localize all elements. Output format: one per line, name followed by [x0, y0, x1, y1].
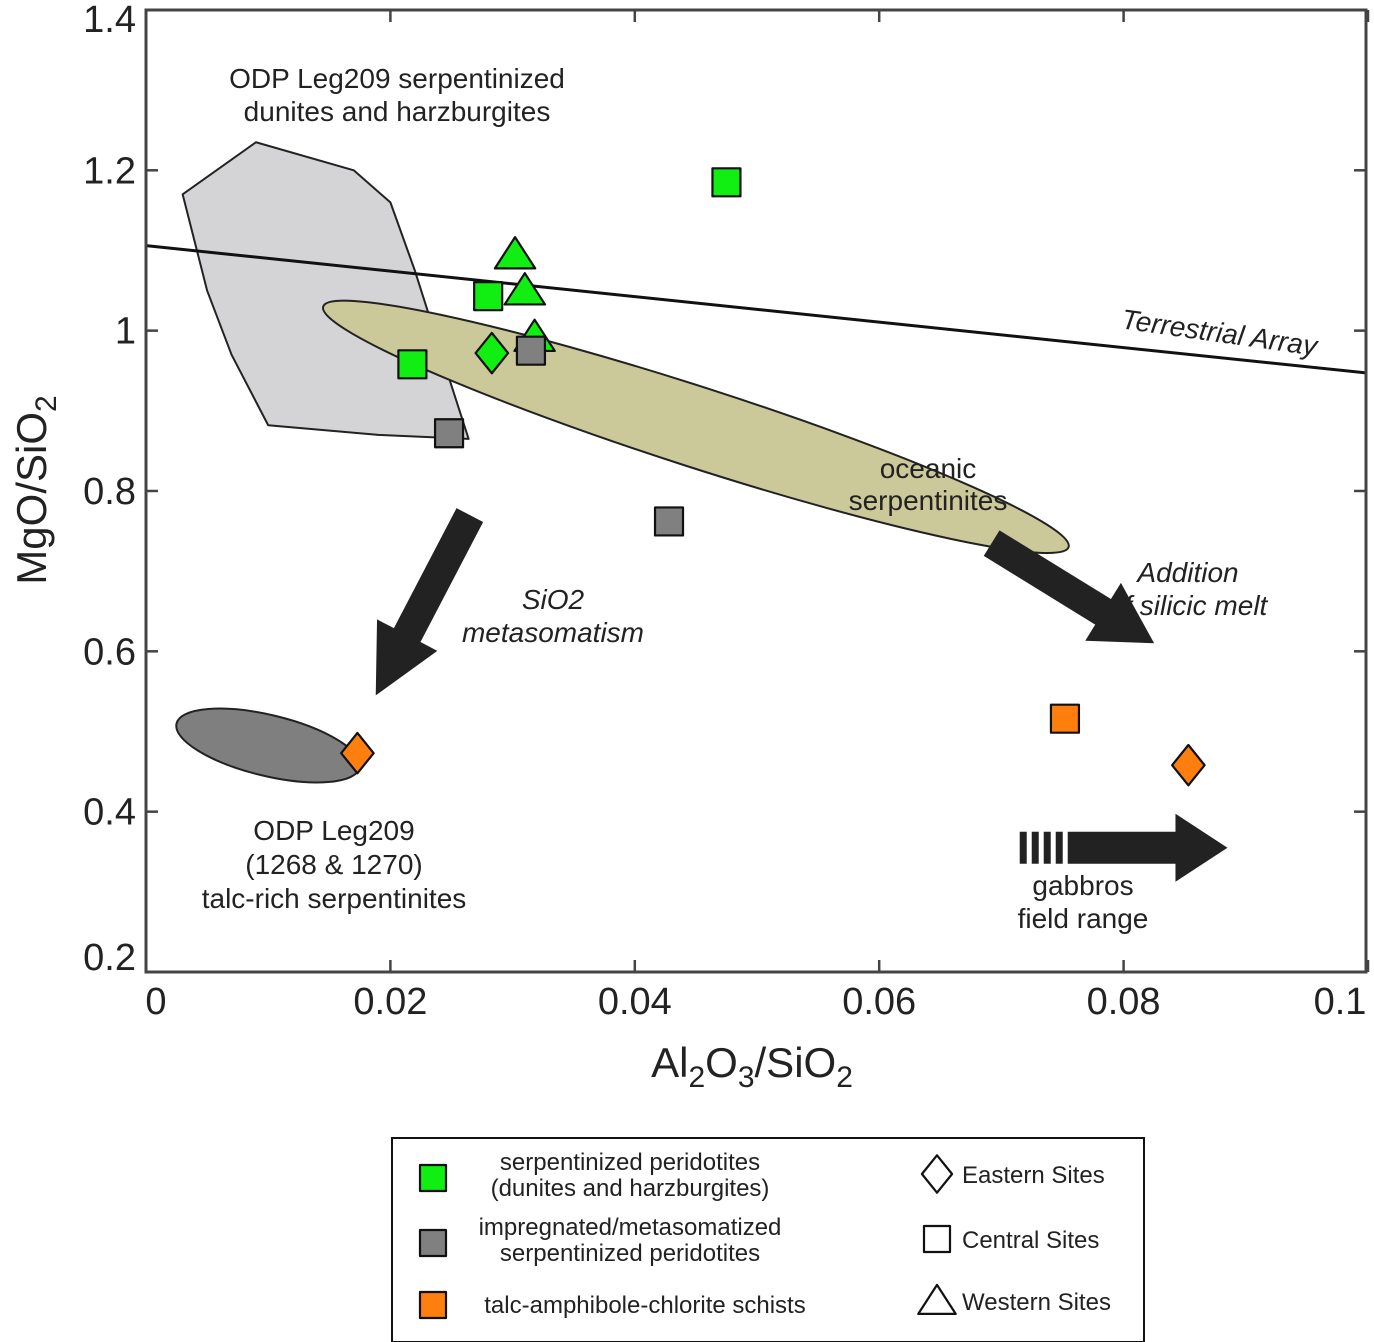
y-tick-label: 1.2	[83, 150, 136, 192]
label-leg209-talc-rich: (1268 & 1270)	[245, 849, 422, 880]
legend-site-label: Western Sites	[962, 1289, 1111, 1316]
label-sio2-metasomatism: metasomatism	[462, 617, 644, 648]
legend-label: impregnated/metasomatized	[479, 1214, 782, 1241]
data-point-s0-p2	[711, 167, 742, 198]
gabbros-arrow-body	[1067, 813, 1228, 882]
gabbros-arrow-dash	[1055, 831, 1063, 864]
label-leg209-dunites: dunites and harzburgites	[244, 96, 551, 127]
data-point-s0-p0	[397, 349, 428, 380]
label-gabbros: gabbros	[1032, 870, 1133, 901]
legend-shape-triangle	[917, 1283, 957, 1315]
data-point-s0-p3	[474, 331, 510, 375]
y-tick-label: 1.4	[83, 0, 136, 41]
legend-site-label: Central Sites	[962, 1227, 1099, 1254]
legend-swatch-1	[418, 1228, 448, 1258]
y-tick-label: 0.6	[83, 631, 136, 673]
label-oceanic-serpentinites: serpentinites	[849, 485, 1008, 516]
arrow-sio2-metasomatism	[375, 508, 484, 696]
label-leg209-talc-rich: talc-rich serpentinites	[202, 883, 467, 914]
x-axis-label-part: O	[705, 1039, 738, 1086]
y-tick-label: 0.8	[83, 471, 136, 513]
gabbros-arrow-dash	[1031, 831, 1039, 864]
data-point-s0-p4	[493, 236, 537, 270]
x-tick-label: 0.1	[1314, 981, 1367, 1023]
terrestrial-array-line	[146, 244, 1366, 375]
gabbros-arrow-dash	[1019, 831, 1027, 864]
label-sio2-metasomatism: SiO2	[522, 584, 585, 615]
x-tick-label: 0.06	[842, 981, 916, 1023]
data-point-s1-p1	[515, 335, 547, 366]
legend: serpentinized peridotites(dunites and ha…	[391, 1137, 1145, 1342]
gabbros-arrow-dash	[1043, 831, 1051, 864]
data-point-s0-p1	[473, 281, 504, 312]
legend-shape-square	[922, 1224, 952, 1254]
y-tick-label: 0.4	[83, 792, 136, 834]
arrow-silicic-melt	[983, 530, 1155, 644]
legend-label: serpentinized peridotites	[500, 1149, 760, 1176]
label-silicic-melt: of silicic melt	[1109, 590, 1269, 621]
data-point-s2-p0	[340, 731, 375, 775]
x-tick-label: 0.02	[353, 981, 427, 1023]
data-point-s2-p1	[1049, 703, 1081, 734]
label-gabbros: field range	[1018, 903, 1149, 934]
x-axis-label-part: 2	[836, 1061, 853, 1094]
legend-swatch-2	[418, 1290, 448, 1320]
legend-box	[391, 1137, 1145, 1342]
arrow-sio2-metasomatism-body	[375, 508, 484, 696]
fields-layer	[175, 141, 1070, 784]
data-point-s1-p0	[433, 418, 465, 449]
legend-site-label: Eastern Sites	[962, 1162, 1105, 1189]
data-point-s0-p5	[503, 272, 547, 306]
x-tick-label: 0.08	[1087, 981, 1161, 1023]
ticks-layer: 0 0.02 0.04 0.06 0.08 0.1 0.2 0.4 0.6 0.8 1 1.2 1.4	[83, 0, 1370, 1023]
terrestrial-array-layer	[146, 244, 1366, 375]
y-tick-label: 0.2	[83, 937, 136, 979]
label-terrestrial-array: Terrestrial Array	[1120, 304, 1321, 362]
y-axis-label-part: MgO/SiO	[8, 412, 55, 585]
x-tick-label: 0.04	[598, 981, 672, 1023]
arrows-layer	[375, 508, 1228, 882]
field-leg209-talc-rich	[175, 707, 362, 784]
label-silicic-melt: Addition	[1135, 557, 1238, 588]
y-tick-label: 1	[115, 311, 136, 353]
points-layer	[340, 167, 1206, 787]
arrow-gabbros	[1019, 813, 1228, 882]
y-axis-label: MgO/SiO2	[8, 395, 63, 584]
field-leg209-dunites	[181, 141, 470, 440]
arrow-silicic-melt-body	[983, 530, 1155, 644]
legend-label: (dunites and harzburgites)	[491, 1175, 770, 1202]
x-axis-label: Al2O3/SiO2	[651, 1039, 853, 1094]
label-leg209-talc-rich: ODP Leg209	[253, 815, 414, 846]
label-oceanic-serpentinites: oceanic	[880, 453, 977, 484]
x-axis-label-part: /SiO	[755, 1039, 837, 1086]
data-point-s1-p2	[653, 506, 685, 537]
label-leg209-dunites: ODP Leg209 serpentinized	[229, 63, 565, 94]
legend-shape-diamond	[920, 1154, 954, 1194]
x-tick-label: 0	[145, 981, 166, 1023]
legend-label: serpentinized peridotites	[500, 1240, 760, 1267]
x-axis-label-part: 3	[738, 1061, 755, 1094]
legend-swatch-0	[418, 1163, 448, 1193]
x-axis-label-part: Al	[651, 1039, 688, 1086]
data-point-s2-p2	[1171, 743, 1206, 787]
legend-label: talc-amphibole-chlorite schists	[484, 1292, 805, 1319]
y-axis-label-part: 2	[30, 395, 63, 412]
field-oceanic-serpentinites	[321, 299, 1070, 555]
x-axis-label-part: 2	[688, 1061, 705, 1094]
